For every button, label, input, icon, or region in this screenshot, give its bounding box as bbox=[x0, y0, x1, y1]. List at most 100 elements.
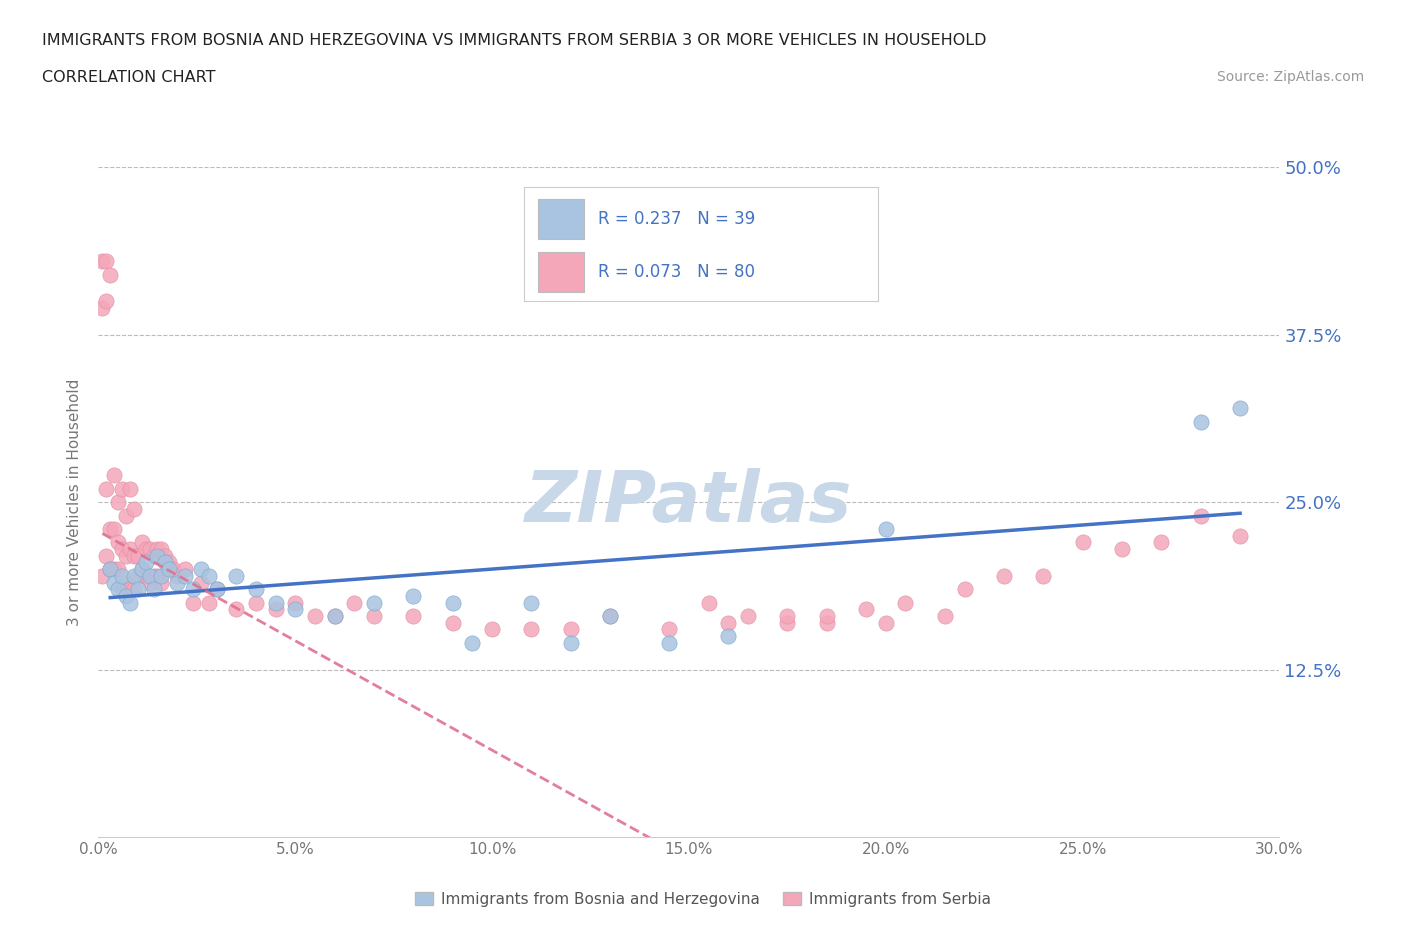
Point bbox=[520, 622, 543, 637]
Point bbox=[155, 549, 177, 564]
Point bbox=[146, 568, 169, 583]
Point bbox=[205, 582, 228, 597]
Point bbox=[264, 602, 287, 617]
Text: IMMIGRANTS FROM BOSNIA AND HERZEGOVINA VS IMMIGRANTS FROM SERBIA 3 OR MORE VEHIC: IMMIGRANTS FROM BOSNIA AND HERZEGOVINA V… bbox=[42, 33, 987, 47]
Point bbox=[131, 562, 153, 577]
Point bbox=[96, 254, 118, 269]
Point bbox=[115, 575, 138, 590]
Point bbox=[776, 608, 799, 623]
Point bbox=[402, 608, 425, 623]
Point bbox=[111, 568, 134, 583]
Point bbox=[107, 495, 129, 510]
Point bbox=[98, 522, 121, 537]
Point bbox=[135, 568, 157, 583]
Point bbox=[103, 562, 125, 577]
Point bbox=[461, 635, 484, 650]
Point bbox=[138, 575, 160, 590]
Point bbox=[91, 300, 114, 315]
Point bbox=[323, 608, 346, 623]
Point bbox=[111, 582, 134, 597]
Point bbox=[91, 254, 114, 269]
Point bbox=[115, 508, 138, 523]
Point bbox=[197, 568, 219, 583]
Point bbox=[441, 616, 464, 631]
Point bbox=[127, 568, 149, 583]
Point bbox=[174, 568, 197, 583]
Point bbox=[96, 294, 118, 309]
Point bbox=[127, 582, 149, 597]
Point bbox=[103, 522, 125, 537]
Point bbox=[1189, 415, 1212, 430]
Point bbox=[115, 589, 138, 604]
Point bbox=[815, 608, 838, 623]
Point bbox=[441, 595, 464, 610]
Point bbox=[122, 568, 145, 583]
Point bbox=[131, 535, 153, 550]
Point bbox=[98, 562, 121, 577]
Point bbox=[138, 568, 160, 583]
Point bbox=[560, 635, 582, 650]
Point bbox=[343, 595, 366, 610]
Point bbox=[166, 568, 188, 583]
Point bbox=[1111, 541, 1133, 556]
Point bbox=[1229, 401, 1251, 416]
Point bbox=[157, 555, 180, 570]
Point bbox=[98, 267, 121, 282]
Point bbox=[122, 501, 145, 516]
Point bbox=[122, 582, 145, 597]
Point bbox=[111, 541, 134, 556]
Point bbox=[142, 568, 165, 583]
Point bbox=[402, 589, 425, 604]
Point bbox=[118, 595, 141, 610]
Point bbox=[993, 568, 1015, 583]
Point bbox=[1229, 528, 1251, 543]
Point bbox=[127, 549, 149, 564]
Point bbox=[135, 555, 157, 570]
Point bbox=[560, 622, 582, 637]
Point bbox=[304, 608, 326, 623]
Point bbox=[599, 608, 621, 623]
Point bbox=[363, 595, 385, 610]
Point bbox=[103, 468, 125, 483]
Point bbox=[245, 582, 267, 597]
Point bbox=[776, 616, 799, 631]
Point bbox=[894, 595, 917, 610]
Point bbox=[1150, 535, 1173, 550]
Point bbox=[658, 622, 681, 637]
Point bbox=[150, 575, 173, 590]
Point bbox=[1032, 568, 1054, 583]
Point bbox=[107, 535, 129, 550]
Point bbox=[162, 562, 184, 577]
Point bbox=[658, 635, 681, 650]
Point bbox=[245, 595, 267, 610]
Point bbox=[96, 549, 118, 564]
Point bbox=[155, 555, 177, 570]
Point bbox=[118, 541, 141, 556]
Point bbox=[181, 595, 204, 610]
Point bbox=[157, 562, 180, 577]
Point bbox=[131, 562, 153, 577]
Point bbox=[284, 595, 307, 610]
Point bbox=[934, 608, 956, 623]
Point bbox=[520, 595, 543, 610]
Point bbox=[855, 602, 877, 617]
Point bbox=[111, 482, 134, 497]
Point bbox=[323, 608, 346, 623]
Point bbox=[122, 549, 145, 564]
Point bbox=[91, 568, 114, 583]
Point bbox=[225, 568, 247, 583]
Point bbox=[142, 582, 165, 597]
Point bbox=[138, 541, 160, 556]
Point bbox=[118, 482, 141, 497]
Point bbox=[115, 549, 138, 564]
Legend: Immigrants from Bosnia and Herzegovina, Immigrants from Serbia: Immigrants from Bosnia and Herzegovina, … bbox=[409, 886, 997, 913]
Point bbox=[205, 582, 228, 597]
Point bbox=[190, 562, 212, 577]
Point bbox=[96, 482, 118, 497]
Point bbox=[98, 562, 121, 577]
Point bbox=[815, 616, 838, 631]
Point bbox=[264, 595, 287, 610]
Y-axis label: 3 or more Vehicles in Household: 3 or more Vehicles in Household bbox=[67, 379, 83, 626]
Point bbox=[118, 582, 141, 597]
Point bbox=[146, 549, 169, 564]
